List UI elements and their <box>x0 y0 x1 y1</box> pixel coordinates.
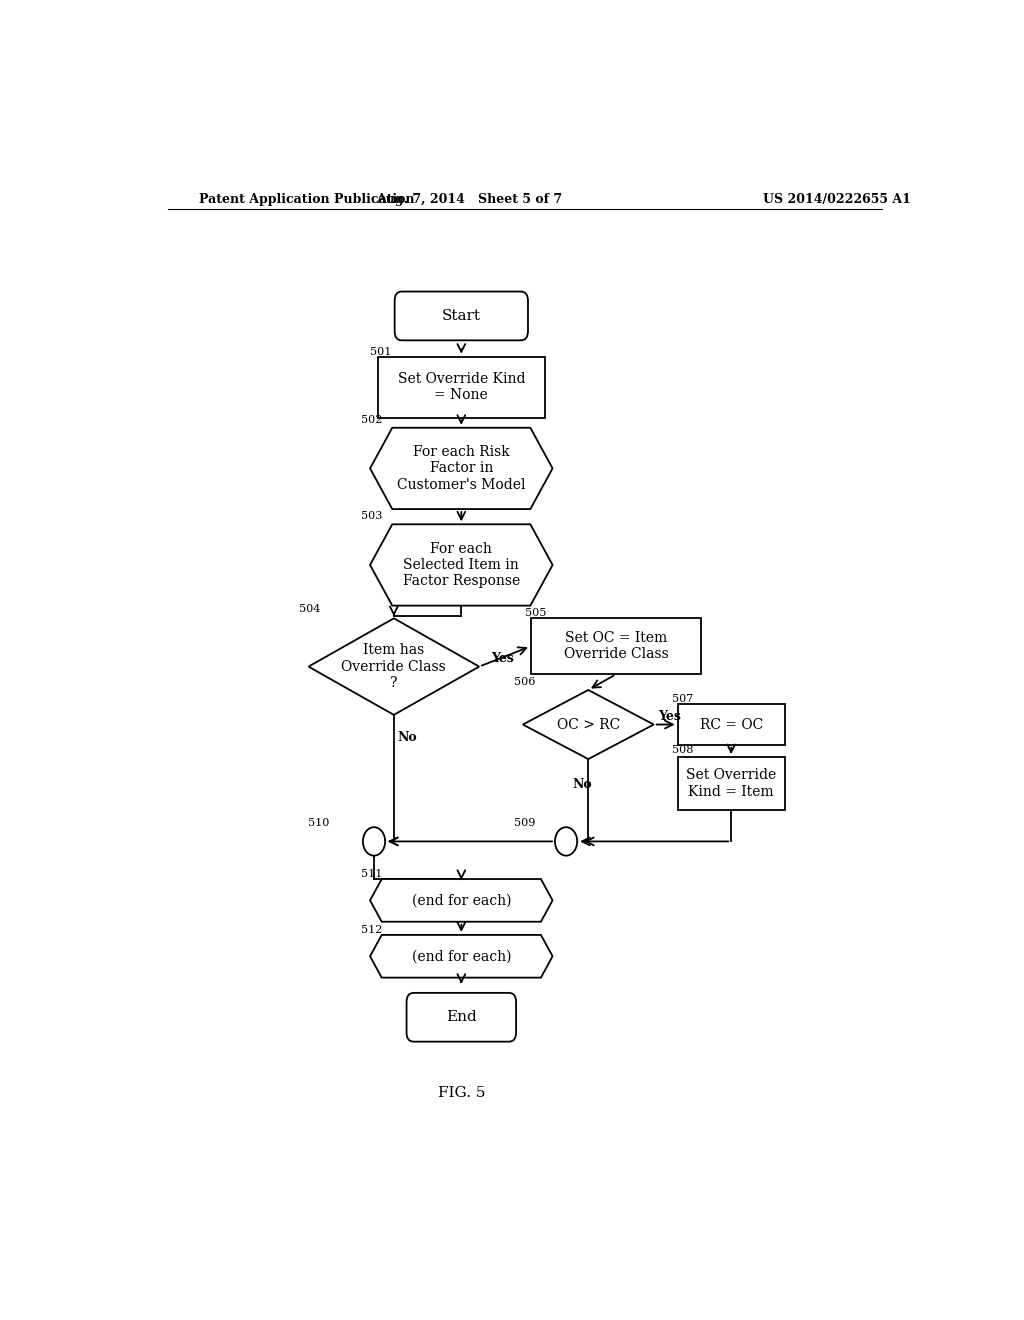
Text: 501: 501 <box>370 347 391 356</box>
Text: (end for each): (end for each) <box>412 949 511 964</box>
Text: For each Risk
Factor in
Customer's Model: For each Risk Factor in Customer's Model <box>397 445 525 491</box>
Circle shape <box>362 828 385 855</box>
Text: Patent Application Publication: Patent Application Publication <box>200 193 415 206</box>
Text: 502: 502 <box>360 414 382 425</box>
FancyBboxPatch shape <box>394 292 528 341</box>
Text: For each
Selected Item in
Factor Response: For each Selected Item in Factor Respons… <box>402 541 520 589</box>
Circle shape <box>555 828 578 855</box>
Text: No: No <box>572 777 592 791</box>
Text: OC > RC: OC > RC <box>557 718 620 731</box>
Bar <box>678 704 784 744</box>
Polygon shape <box>370 428 553 510</box>
FancyBboxPatch shape <box>407 993 516 1041</box>
Polygon shape <box>370 935 553 978</box>
Text: End: End <box>445 1010 477 1024</box>
Text: RC = OC: RC = OC <box>699 718 763 731</box>
Text: Yes: Yes <box>492 652 514 665</box>
Text: 503: 503 <box>360 511 382 521</box>
Text: 504: 504 <box>299 603 319 614</box>
Text: 510: 510 <box>308 818 330 828</box>
Text: Set Override
Kind = Item: Set Override Kind = Item <box>686 768 776 799</box>
Text: Aug. 7, 2014   Sheet 5 of 7: Aug. 7, 2014 Sheet 5 of 7 <box>376 193 562 206</box>
Text: Set OC = Item
Override Class: Set OC = Item Override Class <box>563 631 669 661</box>
Text: Item has
Override Class
?: Item has Override Class ? <box>341 643 446 690</box>
Text: 512: 512 <box>360 925 382 935</box>
Text: 506: 506 <box>514 677 536 686</box>
Text: (end for each): (end for each) <box>412 894 511 907</box>
Text: Set Override Kind
= None: Set Override Kind = None <box>397 372 525 403</box>
Polygon shape <box>370 879 553 921</box>
Text: 507: 507 <box>673 694 693 704</box>
Text: 505: 505 <box>524 607 546 618</box>
Text: Yes: Yes <box>657 710 681 723</box>
Text: US 2014/0222655 A1: US 2014/0222655 A1 <box>763 193 910 206</box>
Polygon shape <box>523 690 653 759</box>
Text: 511: 511 <box>360 869 382 879</box>
Text: 509: 509 <box>514 818 536 828</box>
Text: No: No <box>397 731 418 743</box>
Bar <box>530 618 701 675</box>
Polygon shape <box>308 618 479 715</box>
Bar <box>378 356 545 417</box>
Text: FIG. 5: FIG. 5 <box>437 1086 485 1101</box>
Bar <box>678 758 784 810</box>
Text: 508: 508 <box>673 744 694 755</box>
Text: Start: Start <box>441 309 481 323</box>
Polygon shape <box>370 524 553 606</box>
